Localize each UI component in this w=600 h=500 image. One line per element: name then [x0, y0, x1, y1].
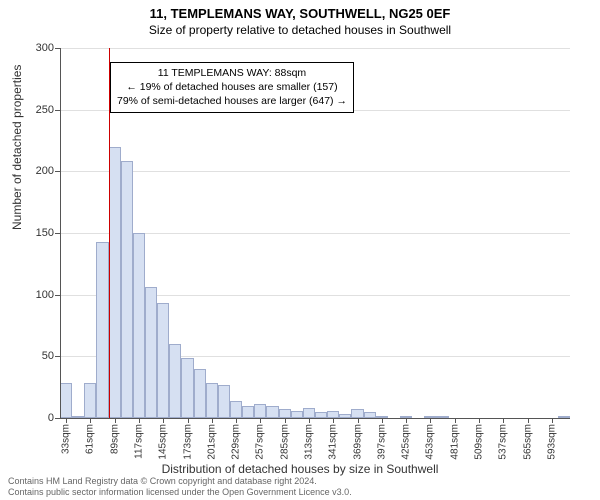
xtick-label: 341sqm: [328, 424, 339, 460]
xtick-label: 397sqm: [376, 424, 387, 460]
xtick-mark: [479, 418, 480, 423]
xtick-mark: [358, 418, 359, 423]
histogram-bar: [169, 344, 181, 418]
xtick-mark: [236, 418, 237, 423]
histogram-bar: [96, 242, 108, 418]
xtick-label: 425sqm: [401, 424, 412, 460]
histogram-bar: [266, 406, 278, 418]
histogram-bar: [60, 383, 72, 418]
footer-line1: Contains HM Land Registry data © Crown c…: [8, 476, 352, 487]
x-axis: [60, 418, 570, 419]
y-axis-label: Number of detached properties: [10, 65, 24, 230]
xtick-label: 117sqm: [133, 424, 144, 459]
xtick-mark: [139, 418, 140, 423]
xtick-mark: [552, 418, 553, 423]
xtick-mark: [260, 418, 261, 423]
xtick-mark: [333, 418, 334, 423]
histogram-bar: [303, 408, 315, 418]
annotation-line3: 79% of semi-detached houses are larger (…: [117, 94, 347, 108]
footer-line2: Contains public sector information licen…: [8, 487, 352, 498]
xtick-mark: [285, 418, 286, 423]
xtick-mark: [430, 418, 431, 423]
histogram-bar: [291, 411, 303, 418]
xtick-mark: [212, 418, 213, 423]
xtick-label: 33sqm: [61, 424, 72, 454]
xtick-mark: [503, 418, 504, 423]
annotation-box: 11 TEMPLEMANS WAY: 88sqm← 19% of detache…: [110, 62, 354, 113]
ytick-label: 200: [36, 165, 54, 177]
xtick-mark: [90, 418, 91, 423]
chart-title: 11, TEMPLEMANS WAY, SOUTHWELL, NG25 0EF: [0, 0, 600, 21]
histogram-bar: [254, 404, 266, 418]
histogram-bar: [181, 358, 193, 418]
xtick-label: 257sqm: [255, 424, 266, 460]
xtick-label: 201sqm: [206, 424, 217, 460]
grid-line: [60, 171, 570, 172]
xtick-label: 173sqm: [182, 424, 193, 460]
histogram-bar: [157, 303, 169, 418]
histogram-bar: [279, 409, 291, 418]
histogram-bar: [121, 161, 133, 418]
histogram-bar: [327, 411, 339, 418]
ytick-label: 50: [42, 350, 54, 362]
xtick-mark: [309, 418, 310, 423]
xtick-label: 313sqm: [303, 424, 314, 460]
ytick-label: 300: [36, 42, 54, 54]
xtick-label: 453sqm: [425, 424, 436, 460]
histogram-bar: [206, 383, 218, 418]
xtick-mark: [406, 418, 407, 423]
xtick-mark: [66, 418, 67, 423]
annotation-line2: ← 19% of detached houses are smaller (15…: [117, 80, 347, 94]
ytick-label: 0: [48, 412, 54, 424]
xtick-mark: [455, 418, 456, 423]
histogram-bar: [218, 385, 230, 418]
xtick-mark: [528, 418, 529, 423]
histogram-bar: [242, 406, 254, 418]
chart-subtitle: Size of property relative to detached ho…: [0, 21, 600, 37]
xtick-label: 229sqm: [231, 424, 242, 460]
ytick-label: 100: [36, 289, 54, 301]
xtick-label: 89sqm: [109, 424, 120, 454]
xtick-mark: [382, 418, 383, 423]
plot-area: 05010015020025030033sqm61sqm89sqm117sqm1…: [60, 48, 570, 418]
y-axis: [60, 48, 61, 418]
xtick-mark: [188, 418, 189, 423]
grid-line: [60, 48, 570, 49]
ytick-label: 150: [36, 227, 54, 239]
histogram-bar: [145, 287, 157, 418]
xtick-label: 369sqm: [352, 424, 363, 460]
footer: Contains HM Land Registry data © Crown c…: [8, 476, 352, 498]
histogram-bar: [133, 233, 145, 418]
histogram-bar: [351, 409, 363, 418]
xtick-label: 537sqm: [498, 424, 509, 460]
histogram-bar: [109, 147, 121, 418]
histogram-bar: [84, 383, 96, 418]
x-axis-label: Distribution of detached houses by size …: [0, 462, 600, 476]
xtick-label: 565sqm: [522, 424, 533, 460]
plot: 05010015020025030033sqm61sqm89sqm117sqm1…: [60, 48, 570, 418]
xtick-label: 61sqm: [85, 424, 96, 454]
histogram-bar: [230, 401, 242, 418]
histogram-bar: [194, 369, 206, 418]
xtick-label: 481sqm: [449, 424, 460, 460]
xtick-mark: [163, 418, 164, 423]
xtick-label: 509sqm: [473, 424, 484, 460]
xtick-mark: [115, 418, 116, 423]
chart-container: 11, TEMPLEMANS WAY, SOUTHWELL, NG25 0EF …: [0, 0, 600, 500]
ytick-label: 250: [36, 104, 54, 116]
xtick-label: 593sqm: [546, 424, 557, 460]
xtick-label: 285sqm: [279, 424, 290, 460]
xtick-label: 145sqm: [158, 424, 169, 460]
annotation-line1: 11 TEMPLEMANS WAY: 88sqm: [117, 66, 347, 80]
